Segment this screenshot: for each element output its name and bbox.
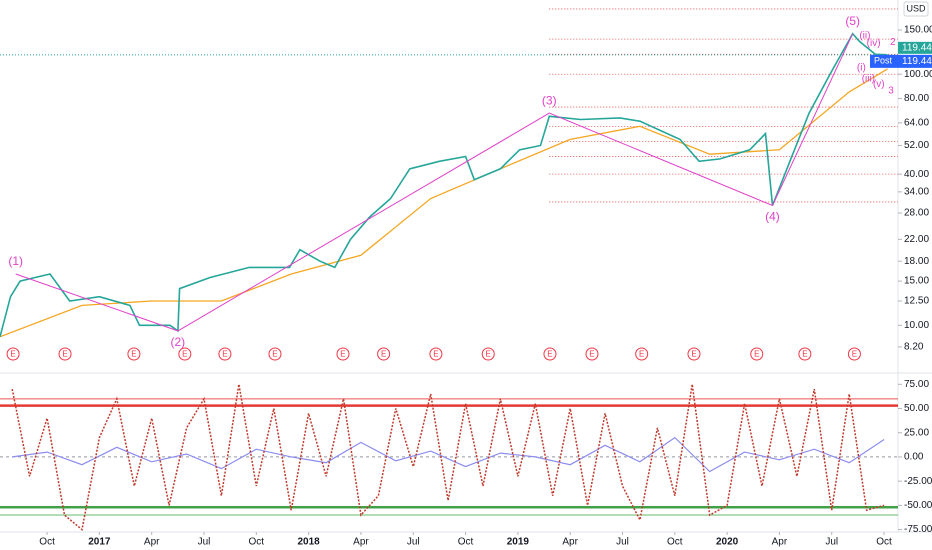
y-tick-label: 10.00 — [904, 320, 929, 331]
y-tick-label: 40.00 — [904, 169, 929, 180]
y-tick-label: 34.00 — [904, 186, 929, 197]
sub-wave-label: (i) — [857, 63, 866, 74]
earnings-marker — [336, 347, 350, 361]
earnings-marker — [798, 347, 812, 361]
y-tick-label: 80.00 — [904, 93, 929, 104]
wave-label: (2) — [171, 335, 186, 349]
y-tick-label: -50.00 — [904, 500, 932, 511]
y-tick-label: -25.00 — [904, 476, 932, 487]
x-tick-label: Apr — [562, 537, 578, 548]
wave-label: (3) — [542, 93, 557, 107]
x-tick-label: Apr — [772, 537, 788, 548]
y-tick-label: 15.00 — [904, 276, 929, 287]
y-tick-label: 64.00 — [904, 118, 929, 129]
y-tick-label: 52.00 — [904, 140, 929, 151]
earnings-label: E — [547, 350, 552, 359]
last-price-box — [898, 41, 932, 54]
sub-wave-label: (iii) — [862, 73, 875, 84]
y-tick-label: 12.50 — [904, 296, 929, 307]
earnings-label: E — [222, 350, 227, 359]
y-tick-label: 8.20 — [904, 342, 924, 353]
earnings-marker — [750, 347, 764, 361]
sub-wave-label: 3 — [888, 85, 894, 96]
y-tick-label: 0.00 — [904, 452, 924, 463]
earnings-marker — [585, 347, 599, 361]
wave-label: (1) — [8, 254, 23, 268]
earnings-label: E — [802, 350, 807, 359]
earnings-label: E — [754, 350, 759, 359]
x-tick-label: Apr — [144, 537, 160, 548]
y-tick-label: 18.00 — [904, 256, 929, 267]
earnings-marker — [127, 347, 141, 361]
sub-wave-label: (iv) — [867, 38, 881, 49]
y-tick-label: 75.00 — [904, 379, 929, 390]
earnings-marker — [268, 347, 282, 361]
earnings-label: E — [272, 350, 277, 359]
earnings-label: E — [486, 350, 491, 359]
x-tick-label: 2018 — [298, 537, 321, 548]
earnings-marker — [481, 347, 495, 361]
earnings-marker — [687, 347, 701, 361]
earnings-label: E — [10, 350, 15, 359]
sub-wave-label: (ii) — [859, 31, 870, 42]
earnings-marker — [218, 347, 232, 361]
y-tick-label: 150.00 — [904, 25, 932, 36]
earnings-label: E — [131, 350, 136, 359]
y-tick-label: 22.00 — [904, 234, 929, 245]
earnings-marker — [58, 347, 72, 361]
y-tick-label: 50.00 — [904, 403, 929, 414]
last-price-label: 119.44 — [902, 42, 932, 53]
currency-box — [903, 1, 929, 17]
sub-wave-label: 2 — [890, 37, 896, 48]
earnings-marker — [377, 347, 391, 361]
x-tick-label: Oct — [458, 537, 474, 548]
series-line — [11, 384, 885, 531]
earnings-marker — [178, 347, 192, 361]
sub-wave-label: (v) — [873, 79, 885, 90]
earnings-marker — [429, 347, 443, 361]
y-tick-label: 100.00 — [904, 69, 932, 80]
post-label: Post — [874, 56, 893, 66]
y-tick-label: 25.00 — [904, 427, 929, 438]
wave-label: (5) — [845, 14, 860, 28]
post-price-label: 119.44 — [902, 56, 932, 67]
series-line — [15, 33, 854, 332]
earnings-label: E — [691, 350, 696, 359]
x-tick-label: Oct — [39, 537, 55, 548]
x-tick-label: Jul — [825, 537, 838, 548]
y-tick-label: -75.00 — [904, 524, 932, 535]
post-price-box — [870, 54, 932, 68]
wave-label: (4) — [765, 210, 780, 224]
earnings-label: E — [589, 350, 594, 359]
earnings-label: E — [433, 350, 438, 359]
earnings-label: E — [639, 350, 644, 359]
x-tick-label: Oct — [876, 537, 892, 548]
earnings-marker — [543, 347, 557, 361]
x-tick-label: Oct — [667, 537, 683, 548]
x-tick-label: Jul — [407, 537, 420, 548]
y-tick-label: 28.00 — [904, 208, 929, 219]
earnings-marker — [635, 347, 649, 361]
x-tick-label: 2019 — [507, 537, 530, 548]
currency: USD — [906, 3, 926, 13]
earnings-label: E — [340, 350, 345, 359]
series-line — [12, 436, 885, 473]
earnings-label: E — [852, 350, 857, 359]
x-tick-label: Apr — [353, 537, 369, 548]
earnings-marker — [6, 347, 20, 361]
x-tick-label: Jul — [198, 537, 211, 548]
earnings-label: E — [381, 350, 386, 359]
x-tick-label: Oct — [249, 537, 265, 548]
earnings-label: E — [182, 350, 187, 359]
earnings-marker — [847, 347, 861, 361]
x-tick-label: 2017 — [88, 537, 111, 548]
x-tick-label: Jul — [616, 537, 629, 548]
earnings-label: E — [62, 350, 67, 359]
x-tick-label: 2020 — [716, 537, 739, 548]
series-line — [0, 32, 888, 338]
